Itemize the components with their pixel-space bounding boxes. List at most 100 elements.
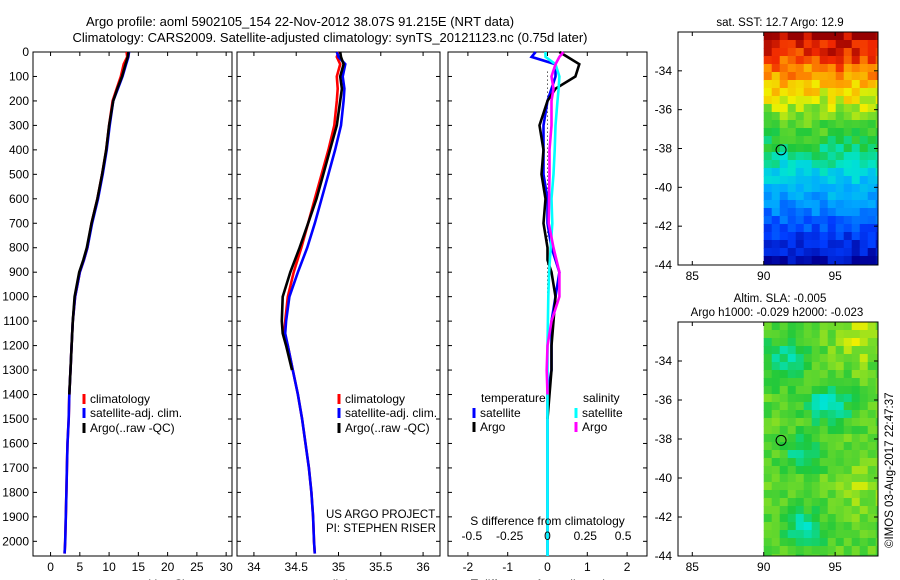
map-cell <box>795 362 805 371</box>
map-cell <box>851 216 861 225</box>
map-cell <box>875 498 879 507</box>
map-cell <box>827 490 837 499</box>
map-cell <box>803 88 813 97</box>
map-cell <box>835 354 845 363</box>
map-cell <box>851 482 861 491</box>
map-cell <box>811 200 821 209</box>
map-cell <box>811 538 821 547</box>
map-cell <box>803 232 813 241</box>
x-tick-label: 2 <box>624 560 631 574</box>
map-cell <box>867 538 877 547</box>
map-cell <box>811 248 821 257</box>
map-cell <box>867 466 877 475</box>
map-cell <box>859 498 869 507</box>
map-cell <box>795 240 805 249</box>
map-cell <box>787 232 797 241</box>
map-cell <box>843 200 853 209</box>
map-cell <box>875 224 879 233</box>
map-cell <box>819 346 829 355</box>
x-tick-label: 15 <box>132 560 146 574</box>
map-cell <box>763 152 773 161</box>
map-cell <box>867 322 877 331</box>
map-cell <box>803 208 813 217</box>
map-cell <box>771 490 781 499</box>
map-cell <box>795 192 805 201</box>
map-cell <box>867 168 877 177</box>
series-line-temperature-argo <box>538 50 581 420</box>
map-cell <box>859 40 869 49</box>
map-cell <box>771 554 781 557</box>
map-cell <box>819 192 829 201</box>
x-tick-label: 10 <box>102 560 116 574</box>
map-cell <box>811 64 821 73</box>
map-cell <box>803 224 813 233</box>
map-cell <box>875 128 879 137</box>
map-cell <box>819 112 829 121</box>
map-cell <box>867 402 877 411</box>
map-cell <box>795 490 805 499</box>
map-cell <box>851 418 861 427</box>
map-cell <box>763 200 773 209</box>
x-tick-label-salinity: -0.25 <box>496 529 524 543</box>
map-cell <box>803 216 813 225</box>
map-cell <box>843 144 853 153</box>
map-cell <box>803 168 813 177</box>
map-cell <box>811 450 821 459</box>
map-cell <box>771 192 781 201</box>
map-cell <box>763 498 773 507</box>
map-cell <box>867 184 877 193</box>
map-cell <box>771 72 781 81</box>
map-cell <box>771 474 781 483</box>
map-cell <box>843 378 853 387</box>
map-cell <box>779 128 789 137</box>
map-cell <box>859 88 869 97</box>
map-cell <box>787 168 797 177</box>
map-cell <box>835 232 845 241</box>
map-y-tick-label: -38 <box>655 432 673 446</box>
map-cell <box>795 48 805 57</box>
map-cell <box>867 474 877 483</box>
map-cell <box>835 538 845 547</box>
map-cell <box>779 184 789 193</box>
map-cell <box>811 160 821 169</box>
series-line-argo-raw-qc- <box>68 51 130 395</box>
map-y-tick-label: -34 <box>655 354 673 368</box>
map-cell <box>867 224 877 233</box>
map-cell <box>859 104 869 113</box>
map-cell <box>851 378 861 387</box>
map-cell <box>827 442 837 451</box>
map-cell <box>859 208 869 217</box>
map-cell <box>827 200 837 209</box>
map-cell <box>875 56 879 65</box>
map-cell <box>795 216 805 225</box>
map-cell <box>819 370 829 379</box>
map-cell <box>771 104 781 113</box>
map-cell <box>819 442 829 451</box>
map-cell <box>803 458 813 467</box>
map-cell <box>811 128 821 137</box>
map-cell <box>827 458 837 467</box>
map-cell <box>819 184 829 193</box>
map-cell <box>819 434 829 443</box>
map-cell <box>763 338 773 347</box>
map-cell <box>851 160 861 169</box>
map-cell <box>803 394 813 403</box>
map-cell <box>787 40 797 49</box>
map-cell <box>779 112 789 121</box>
map-cell <box>795 434 805 443</box>
map-cell <box>771 200 781 209</box>
map-cell <box>827 80 837 89</box>
map-cell <box>771 168 781 177</box>
map-cell <box>779 426 789 435</box>
series-line-salinity-satellite <box>544 52 561 556</box>
map-cell <box>787 386 797 395</box>
map-cell <box>843 184 853 193</box>
map-cell <box>779 200 789 209</box>
map-cell <box>843 64 853 73</box>
y-tick-label: 2000 <box>2 534 29 548</box>
map-cell <box>835 530 845 539</box>
map-cell <box>859 240 869 249</box>
map-cell <box>787 152 797 161</box>
map-cell <box>811 104 821 113</box>
map-cell <box>811 474 821 483</box>
